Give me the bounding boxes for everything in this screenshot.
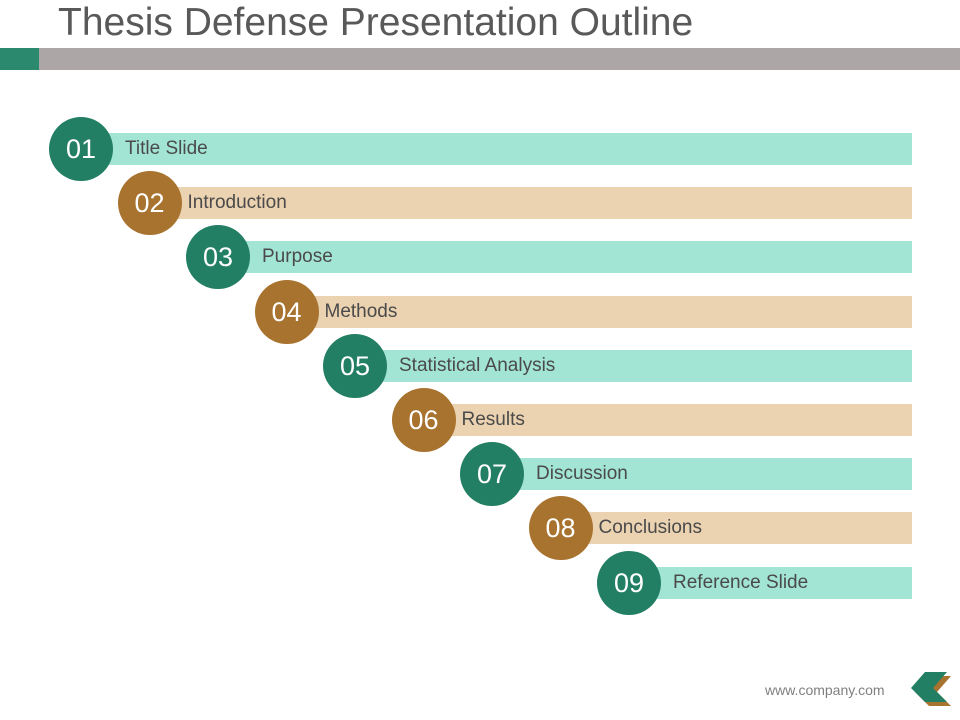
outline-item: Conclusions 08 [528,496,912,561]
outline-item: Statistical Analysis 05 [323,333,912,398]
outline-item-bar [149,187,912,220]
outline-item-bar [286,295,912,328]
outline-item-label: Purpose [262,246,333,268]
outline-item-label: Results [461,409,525,430]
outline-item: Methods 04 [254,279,912,344]
outline-item-number-badge: 02 [117,171,182,236]
title-accent-block [0,48,39,70]
outline-item-number-badge: 06 [391,388,456,452]
outline-item-label: Discussion [536,463,628,485]
footer-url[interactable]: www.company.com [765,682,885,698]
outline-item-number-badge: 07 [460,442,524,507]
outline-item-bar [560,512,912,545]
outline-item-label: Reference Slide [673,571,809,593]
outline-item-bar [423,404,912,436]
outline-item-bar [81,133,912,165]
outline-item-bar [355,349,912,382]
outline-item-number-badge: 04 [254,279,319,344]
title-underline-bar [0,48,960,70]
outline-item-bar [492,458,912,491]
outline-item-label: Statistical Analysis [399,354,556,376]
outline-item-bar [218,241,912,274]
slide-title: Thesis Defense Presentation Outline [58,1,694,44]
outline-item-label: Conclusions [598,517,703,539]
chevron-left-icon [911,672,951,706]
outline-item: Introduction 02 [117,171,912,236]
outline-item-label: Title Slide [125,138,208,159]
outline-item-number-badge: 01 [49,117,113,181]
outline-item-number-badge: 09 [597,550,661,615]
outline-item: Purpose 03 [186,225,912,290]
outline-item-number-badge: 03 [186,225,250,290]
outline-item-bar [629,566,912,599]
outline-item: Reference Slide 09 [597,550,912,615]
outline-item: Discussion 07 [460,442,912,507]
outline-item-label: Methods [324,300,398,322]
outline-item-number-badge: 08 [528,496,593,561]
outline-item-number-badge: 05 [323,333,387,398]
outline-item: Results 06 [391,388,912,452]
outline-item-label: Introduction [187,192,287,214]
outline-item: Title Slide 01 [49,117,912,181]
